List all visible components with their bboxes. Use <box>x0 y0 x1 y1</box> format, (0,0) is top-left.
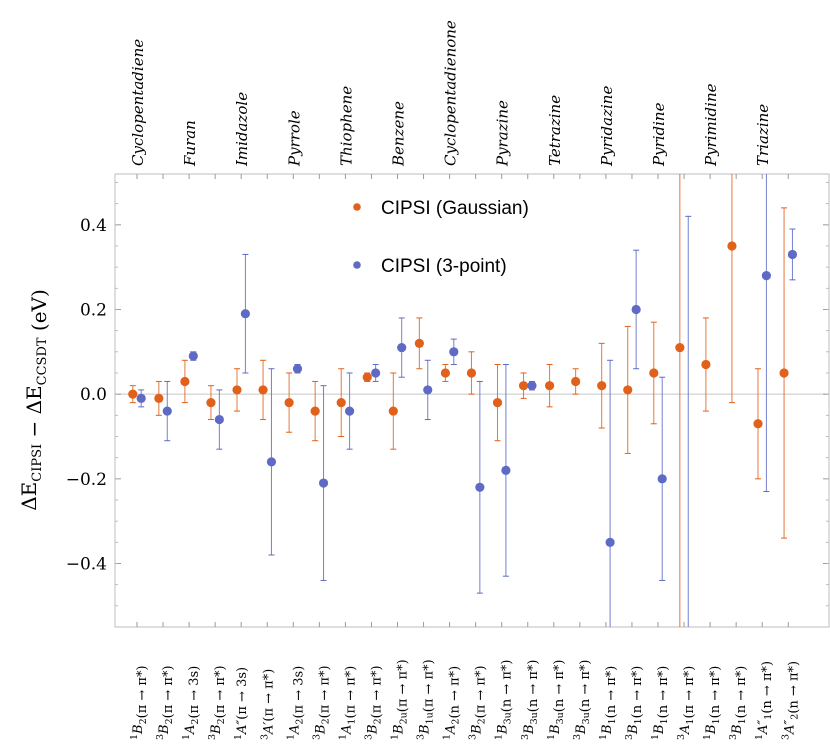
y-tick-label: 0.0 <box>80 385 107 405</box>
transition-label: 1A2(π → 3s) <box>285 666 306 740</box>
transition-label: 3B2(π → π*) <box>468 665 489 740</box>
data-point <box>571 376 581 387</box>
data-point <box>779 368 789 378</box>
molecule-label: Pyrazine <box>494 100 512 167</box>
y-tick-label: −0.2 <box>66 470 107 490</box>
data-point <box>623 385 633 395</box>
data-point <box>527 381 537 391</box>
legend-label: CIPSI (Gaussian) <box>381 198 529 219</box>
data-point <box>284 398 294 408</box>
y-tick-label: 0.2 <box>80 300 107 320</box>
transition-label: 3B1(n → π*) <box>728 666 749 740</box>
data-point <box>518 381 529 391</box>
data-point <box>162 406 172 416</box>
molecule-label: Cyclopentadienone <box>442 20 460 166</box>
transition-label: 1B1(n → π*) <box>650 666 671 740</box>
data-point <box>414 338 424 348</box>
molecule-label: Tetrazine <box>546 95 564 166</box>
molecule-label: Pyridazine <box>598 86 616 167</box>
y-tick-label: 0.4 <box>80 216 107 236</box>
transition-label: 1A2(n → π*) <box>442 666 463 740</box>
molecule-label: Pyridine <box>650 102 668 167</box>
molecule-label: Benzene <box>390 101 408 167</box>
transition-label: 1B1(n → π*) <box>702 666 723 740</box>
data-point <box>631 304 641 315</box>
molecule-label: Cyclopentadiene <box>129 39 147 166</box>
molecule-label: Imidazole <box>233 92 251 167</box>
transition-label: 3A″2(n → π*) <box>780 661 801 740</box>
y-axis-title: ΔECIPSI − ΔECCSDT (eV) <box>17 289 51 511</box>
data-point <box>727 241 737 251</box>
transition-label: 1B1(n → π*) <box>598 666 619 740</box>
data-point <box>397 342 407 353</box>
transition-label: 3A1(π → π*) <box>676 666 697 740</box>
transition-label: 3A′(π → π*) <box>259 669 276 740</box>
molecule-label: Triazine <box>754 104 772 166</box>
transition-label: 3B1(n → π*) <box>624 666 645 740</box>
data-point <box>345 406 355 416</box>
transition-label: 3B2(π → π*) <box>207 665 228 740</box>
molecule-label: Pyrrole <box>285 110 303 167</box>
data-point <box>310 406 320 416</box>
data-point <box>206 398 216 408</box>
data-point <box>597 381 607 391</box>
data-point <box>180 376 190 387</box>
data-point <box>501 465 511 475</box>
data-point <box>440 368 450 378</box>
legend-marker <box>353 261 361 269</box>
data-point <box>787 249 798 260</box>
data-point <box>466 368 477 378</box>
transition-label: 3B3u(n → π*) <box>520 660 541 741</box>
legend-marker <box>353 203 361 211</box>
data-point <box>475 482 485 492</box>
transition-label: 1B3u(n → π*) <box>494 660 515 741</box>
transition-label: 1A″1(n → π*) <box>754 661 775 740</box>
data-point <box>318 478 329 488</box>
data-point <box>605 537 615 547</box>
data-point <box>492 398 503 408</box>
data-point <box>128 389 138 399</box>
transition-label: 1A2(π → 3s) <box>181 666 202 740</box>
transition-label: 1B2u(π → π*) <box>390 659 411 740</box>
data-point <box>188 351 198 361</box>
data-point <box>362 372 372 382</box>
data-point <box>449 347 459 357</box>
data-point <box>423 385 433 395</box>
molecule-label: Thiophene <box>337 86 355 166</box>
data-point <box>761 271 772 281</box>
data-point <box>657 474 667 484</box>
data-point <box>336 398 346 408</box>
data-point <box>266 457 277 467</box>
molecule-label: Pyrimidine <box>702 83 720 167</box>
data-point <box>388 406 398 416</box>
data-point <box>240 309 250 319</box>
data-point <box>292 364 303 374</box>
transition-label: 3B1u(π → π*) <box>416 659 437 740</box>
data-point <box>371 368 381 378</box>
data-point <box>232 385 242 395</box>
data-point <box>136 393 146 403</box>
data-point <box>753 419 763 429</box>
molecule-label: Furan <box>181 120 199 167</box>
transition-label: 1A″(π → 3s) <box>233 667 250 740</box>
transition-label: 1B2(π → π*) <box>129 665 150 740</box>
transition-label: 3B2(π → π*) <box>155 665 176 740</box>
transition-label: 3B3u(n → π*) <box>572 660 593 741</box>
data-point <box>214 414 224 425</box>
legend-label: CIPSI (3-point) <box>381 256 507 277</box>
transition-label: 1B3u(n → π*) <box>546 660 567 741</box>
data-point <box>649 368 659 378</box>
transition-label: 3B2(π → π*) <box>363 665 384 740</box>
y-tick-label: −0.4 <box>66 554 107 574</box>
transition-label: 1A1(π → π*) <box>337 666 358 740</box>
plot-frame <box>114 173 830 628</box>
data-point <box>701 359 711 370</box>
data-point <box>258 385 268 395</box>
data-point <box>675 342 685 353</box>
transition-label: 3B2(π → π*) <box>311 665 332 740</box>
data-point <box>545 381 555 391</box>
data-point <box>154 393 164 403</box>
